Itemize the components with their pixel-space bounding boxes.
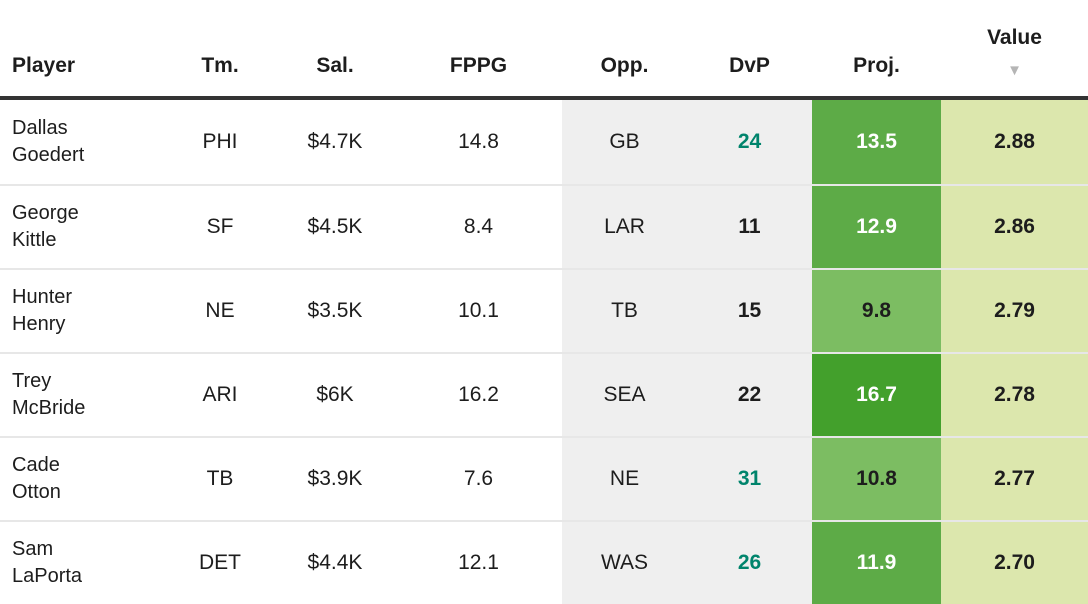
salary-cell: $4.7K xyxy=(275,100,395,184)
player-last-name: Otton xyxy=(12,481,61,503)
table-row: Dallas Goedert PHI $4.7K 14.8 GB 24 13.5 2.88 xyxy=(0,100,1088,184)
dvp-cell: 11 xyxy=(687,184,812,268)
player-name-cell: George Kittle xyxy=(0,184,165,268)
player-first-name: Sam xyxy=(12,538,54,560)
column-header-player[interactable]: Player xyxy=(0,0,165,100)
player-first-name: George xyxy=(12,202,79,224)
player-first-name: Hunter xyxy=(12,286,73,308)
fppg-cell: 7.6 xyxy=(395,436,562,520)
projection-cell: 16.7 xyxy=(812,352,941,436)
team-cell: PHI xyxy=(165,100,275,184)
projection-cell: 13.5 xyxy=(812,100,941,184)
opponent-cell: NE xyxy=(562,436,687,520)
table-row: Hunter Henry NE $3.5K 10.1 TB 15 9.8 2.79 xyxy=(0,268,1088,352)
fppg-cell: 8.4 xyxy=(395,184,562,268)
salary-cell: $6K xyxy=(275,352,395,436)
projection-cell: 10.8 xyxy=(812,436,941,520)
column-header-value[interactable]: Value ▼ xyxy=(941,0,1088,100)
projection-cell: 11.9 xyxy=(812,520,941,604)
player-last-name: LaPorta xyxy=(12,565,83,587)
dvp-cell: 24 xyxy=(687,100,812,184)
opponent-cell: WAS xyxy=(562,520,687,604)
player-first-name: Trey xyxy=(12,370,52,392)
column-header-opp[interactable]: Opp. xyxy=(562,0,687,100)
team-cell: TB xyxy=(165,436,275,520)
player-name-cell: Dallas Goedert xyxy=(0,100,165,184)
value-cell: 2.78 xyxy=(941,352,1088,436)
player-name-cell: Hunter Henry xyxy=(0,268,165,352)
opponent-cell: SEA xyxy=(562,352,687,436)
column-header-proj[interactable]: Proj. xyxy=(812,0,941,100)
table-row: Cade Otton TB $3.9K 7.6 NE 31 10.8 2.77 xyxy=(0,436,1088,520)
player-last-name: McBride xyxy=(12,397,86,419)
dvp-cell: 26 xyxy=(687,520,812,604)
opponent-cell: LAR xyxy=(562,184,687,268)
column-header-salary[interactable]: Sal. xyxy=(275,0,395,100)
team-cell: DET xyxy=(165,520,275,604)
dvp-cell: 22 xyxy=(687,352,812,436)
fppg-cell: 10.1 xyxy=(395,268,562,352)
column-header-dvp[interactable]: DvP xyxy=(687,0,812,100)
opponent-cell: TB xyxy=(562,268,687,352)
player-last-name: Henry xyxy=(12,313,66,335)
value-cell: 2.88 xyxy=(941,100,1088,184)
player-name-cell: Sam LaPorta xyxy=(0,520,165,604)
projection-cell: 12.9 xyxy=(812,184,941,268)
table-row: Sam LaPorta DET $4.4K 12.1 WAS 26 11.9 2.70 xyxy=(0,520,1088,604)
projection-cell: 9.8 xyxy=(812,268,941,352)
team-cell: NE xyxy=(165,268,275,352)
player-first-name: Dallas xyxy=(12,117,68,139)
table-body: Dallas Goedert PHI $4.7K 14.8 GB 24 13.5 2.88 Geo… xyxy=(0,100,1088,604)
salary-cell: $4.4K xyxy=(275,520,395,604)
salary-cell: $3.5K xyxy=(275,268,395,352)
column-header-value-label: Value xyxy=(987,26,1042,49)
fppg-cell: 14.8 xyxy=(395,100,562,184)
dvp-cell: 31 xyxy=(687,436,812,520)
table-header: Player Tm. Sal. FPPG Opp. DvP Proj. Valu… xyxy=(0,0,1088,100)
value-cell: 2.70 xyxy=(941,520,1088,604)
table-row: Trey McBride ARI $6K 16.2 SEA 22 16.7 2.78 xyxy=(0,352,1088,436)
table-row: George Kittle SF $4.5K 8.4 LAR 11 12.9 2.86 xyxy=(0,184,1088,268)
opponent-cell: GB xyxy=(562,100,687,184)
team-cell: SF xyxy=(165,184,275,268)
value-cell: 2.86 xyxy=(941,184,1088,268)
player-name-cell: Cade Otton xyxy=(0,436,165,520)
fppg-cell: 16.2 xyxy=(395,352,562,436)
value-cell: 2.77 xyxy=(941,436,1088,520)
salary-cell: $4.5K xyxy=(275,184,395,268)
salary-cell: $3.9K xyxy=(275,436,395,520)
sort-desc-icon: ▼ xyxy=(1007,62,1022,79)
player-last-name: Goedert xyxy=(12,144,85,166)
dvp-cell: 15 xyxy=(687,268,812,352)
column-header-team[interactable]: Tm. xyxy=(165,0,275,100)
column-header-fppg[interactable]: FPPG xyxy=(395,0,562,100)
value-cell: 2.79 xyxy=(941,268,1088,352)
player-first-name: Cade xyxy=(12,454,60,476)
player-name-cell: Trey McBride xyxy=(0,352,165,436)
fppg-cell: 12.1 xyxy=(395,520,562,604)
team-cell: ARI xyxy=(165,352,275,436)
header-row: Player Tm. Sal. FPPG Opp. DvP Proj. Valu… xyxy=(0,0,1088,100)
player-last-name: Kittle xyxy=(12,229,57,251)
